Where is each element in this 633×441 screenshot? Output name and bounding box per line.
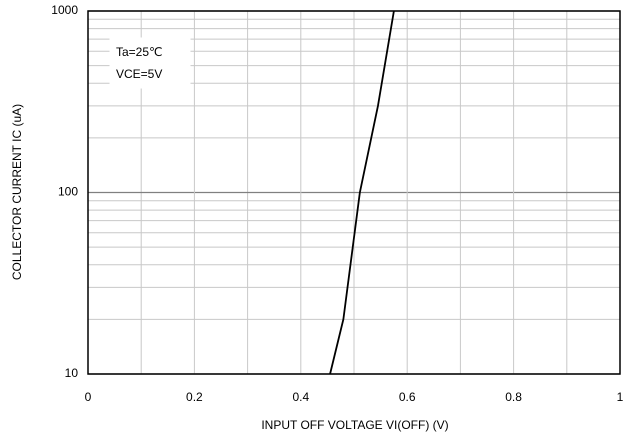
x-tick-label: 0.4 (292, 390, 309, 404)
annotation: Ta=25℃ (116, 45, 163, 59)
x-axis-label: INPUT OFF VOLTAGE VI(OFF) (V) (261, 418, 448, 432)
y-axis-label: COLLECTOR CURRENT IC (uA) (10, 104, 24, 280)
annotation: VCE=5V (116, 67, 162, 81)
x-tick-label: 0.2 (186, 390, 203, 404)
x-tick-label: 0.6 (399, 390, 416, 404)
y-tick-label: 100 (58, 185, 78, 199)
y-tick-label: 1000 (51, 3, 78, 17)
x-tick-label: 1 (617, 390, 624, 404)
annotation-box (109, 37, 191, 89)
x-tick-label: 0.8 (505, 390, 522, 404)
plot-frame (87, 10, 621, 375)
x-tick-label: 0 (85, 390, 92, 404)
data-line (329, 10, 395, 375)
y-tick-label: 10 (65, 366, 79, 380)
